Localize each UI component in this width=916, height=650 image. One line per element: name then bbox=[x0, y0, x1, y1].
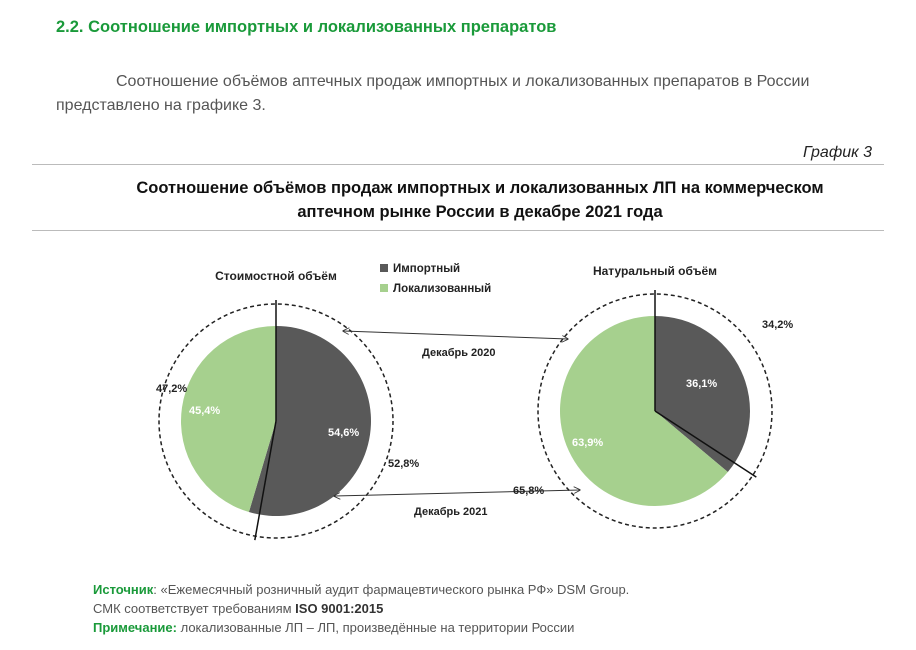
note-text: локализованные ЛП – ЛП, произведённые на… bbox=[176, 620, 575, 635]
pie-left-outer-imported-label: 52,8% bbox=[388, 458, 419, 470]
pie-left-slice-localized bbox=[180, 326, 276, 513]
smk-standard: ISO 9001:2015 bbox=[295, 601, 384, 616]
legend-localized-label: Локализованный bbox=[393, 283, 491, 295]
arrow-dec-2020 bbox=[343, 331, 568, 339]
section-title: 2.2. Соотношение импортных и локализован… bbox=[56, 18, 557, 36]
pie-left-boundary-2020-line bbox=[254, 420, 277, 541]
legend-imported-label: Импортный bbox=[393, 263, 460, 275]
graph-label: График 3 bbox=[803, 144, 872, 161]
pie-left-outer-localized-label: 47,2% bbox=[156, 383, 187, 395]
legend-imported-swatch bbox=[380, 264, 388, 272]
pie-charts: Стоимостной объём 47,2% 45,4% 54,6% 52,8… bbox=[156, 263, 793, 541]
source-line: Источник: «Ежемесячный розничный аудит ф… bbox=[93, 580, 629, 599]
pie-left-title: Стоимостной объём bbox=[215, 269, 337, 283]
source-label: Источник bbox=[93, 582, 154, 597]
divider-chart bbox=[32, 230, 884, 231]
period-label-2021: Декабрь 2021 bbox=[414, 506, 488, 518]
period-label-2020: Декабрь 2020 bbox=[422, 347, 496, 359]
chart-title: Соотношение объёмов продаж импортных и л… bbox=[136, 179, 824, 221]
smk-line: СМК соответствует требованиям ISO 9001:2… bbox=[93, 599, 629, 618]
pie-left-outer-ring bbox=[158, 303, 394, 539]
pie-left-inner-imported-label: 54,6% bbox=[328, 427, 359, 439]
intro-paragraph: Соотношение объёмов аптечных продаж импо… bbox=[56, 73, 810, 114]
pie-right-inner-localized-label: 63,9% bbox=[572, 437, 603, 449]
note-line: Примечание: локализованные ЛП – ЛП, прои… bbox=[93, 618, 629, 637]
pie-left-slice-imported bbox=[248, 326, 371, 516]
arrow-dec-2021 bbox=[334, 490, 580, 496]
pie-left-slices bbox=[180, 300, 371, 541]
pie-right-outer-imported-label: 34,2% bbox=[762, 319, 793, 331]
legend-localized-swatch bbox=[380, 284, 388, 292]
pie-right-inner-imported-label: 36,1% bbox=[686, 378, 717, 390]
pie-right-outer-ring bbox=[537, 293, 773, 529]
smk-text: СМК соответствует требованиям bbox=[93, 601, 296, 616]
divider-top bbox=[32, 164, 884, 165]
pie-right-slice-localized bbox=[560, 316, 728, 506]
pie-right-title: Натуральный объём bbox=[593, 264, 717, 278]
pie-right-slices bbox=[560, 290, 757, 506]
source-text: : «Ежемесячный розничный аудит фармацевт… bbox=[153, 582, 630, 597]
pie-right-outer-localized-label: 65,8% bbox=[513, 485, 544, 497]
pie-left-inner-localized-label: 45,4% bbox=[189, 405, 220, 417]
pie-right-slice-imported bbox=[655, 316, 750, 473]
pie-right-boundary-2020-line bbox=[654, 410, 757, 478]
note-label: Примечание: bbox=[93, 620, 177, 635]
footer: Источник: «Ежемесячный розничный аудит ф… bbox=[93, 580, 629, 637]
